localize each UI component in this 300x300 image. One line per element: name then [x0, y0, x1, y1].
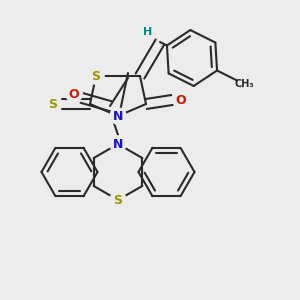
Text: N: N	[113, 137, 123, 151]
Text: N: N	[113, 110, 123, 122]
Text: O: O	[176, 94, 186, 106]
Text: S: S	[49, 98, 58, 110]
Circle shape	[66, 86, 82, 102]
Circle shape	[110, 136, 126, 152]
Text: S: S	[92, 70, 100, 83]
Circle shape	[173, 92, 189, 108]
Circle shape	[45, 96, 61, 112]
Circle shape	[110, 108, 126, 124]
Text: O: O	[69, 88, 79, 100]
Text: H: H	[143, 27, 153, 37]
Circle shape	[110, 192, 126, 208]
Circle shape	[88, 68, 104, 84]
Text: S: S	[113, 194, 122, 206]
Text: CH₃: CH₃	[235, 80, 255, 89]
